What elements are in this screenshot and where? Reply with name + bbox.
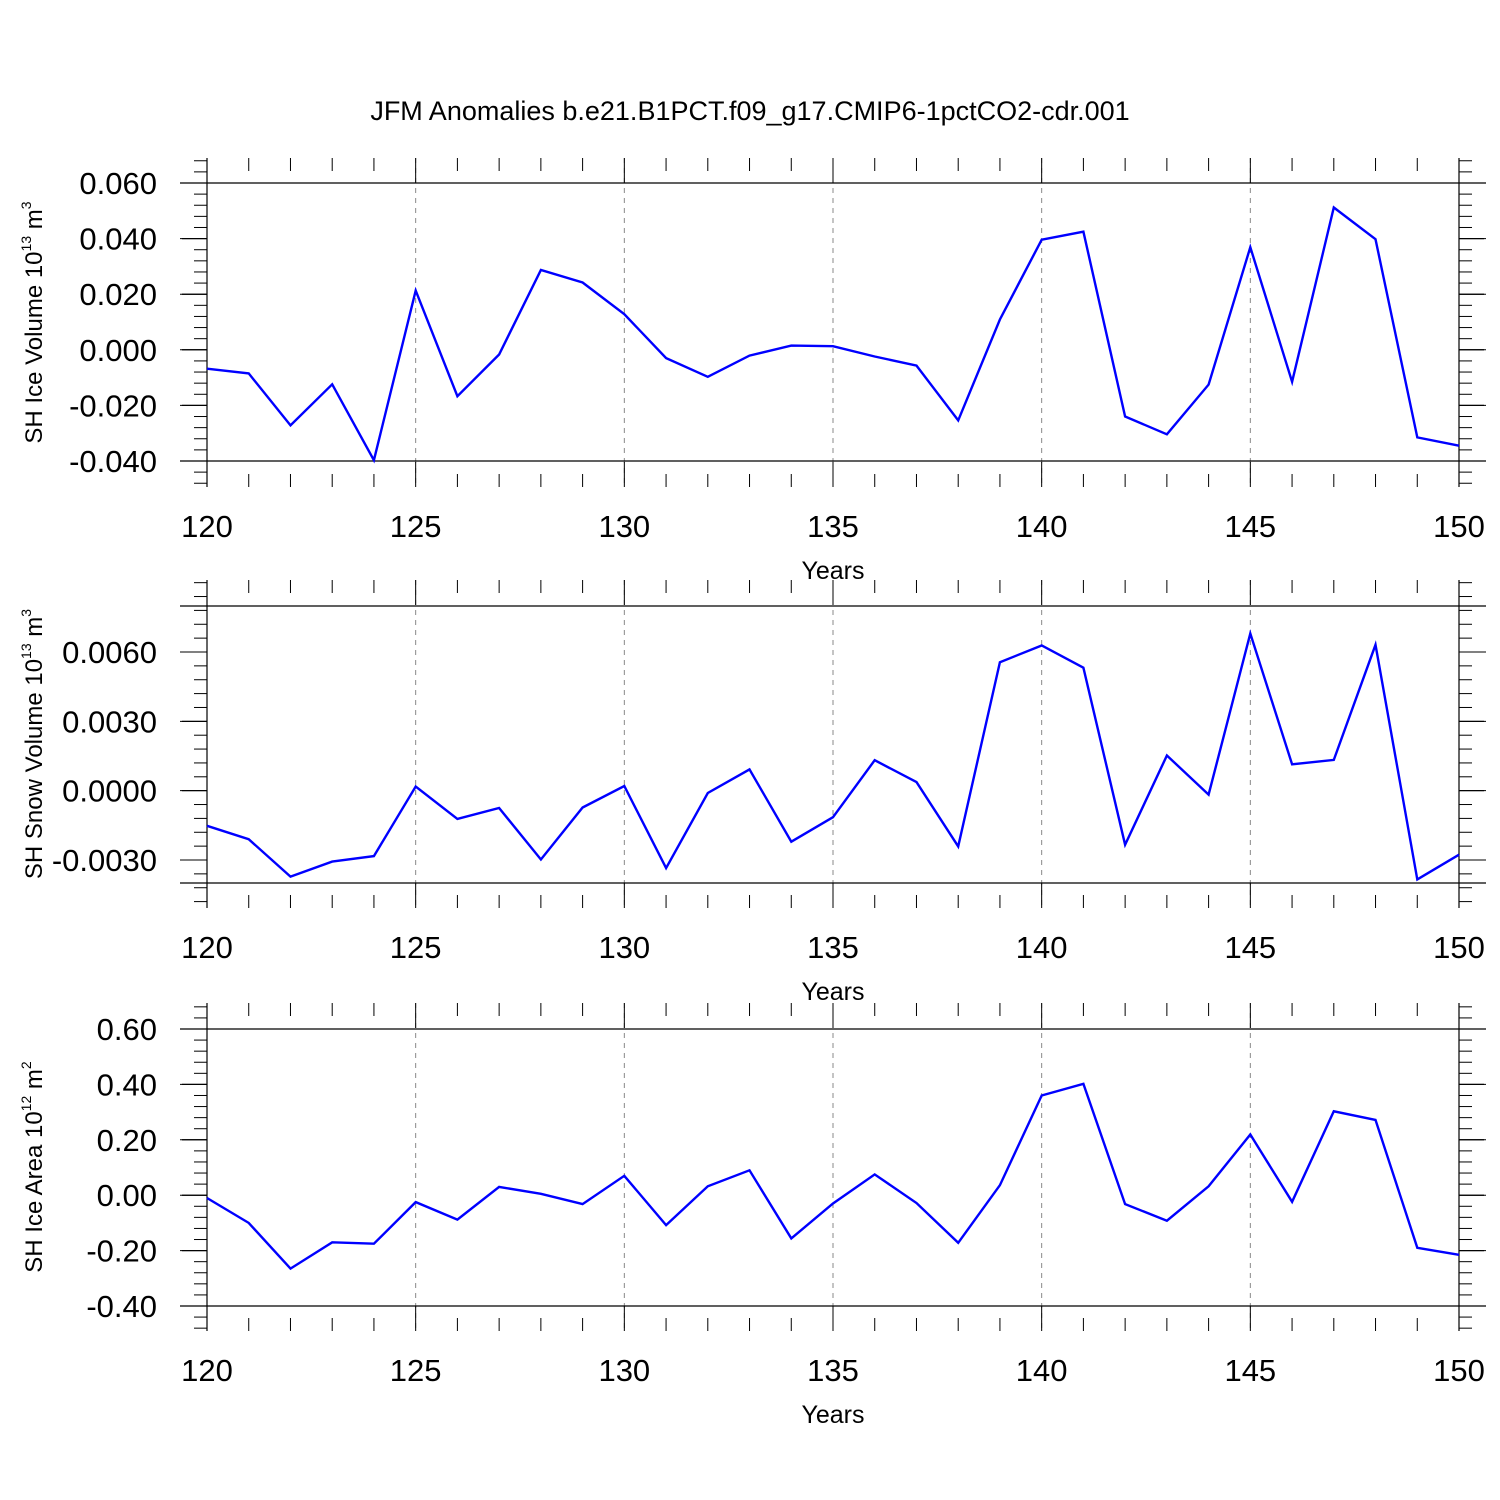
y-tick-label: 0.00 xyxy=(97,1178,157,1213)
y-axis-title-text: SH Ice Volume 10 xyxy=(21,251,48,443)
x-tick-label: 145 xyxy=(1224,930,1276,965)
chart-panels: -0.040 -0.020 0.000 0.020 0.040 0.060 120 125 13… xyxy=(18,158,1486,1429)
y-axis-title-unit: m xyxy=(21,209,48,236)
x-tick-label: 120 xyxy=(181,509,233,544)
y-tick-label: 0.40 xyxy=(97,1067,157,1102)
y-tick-label: 0.040 xyxy=(79,222,157,257)
y-axis-title: SH Ice Volume 1013 m3 xyxy=(18,201,48,443)
x-tick-label: 140 xyxy=(1016,509,1068,544)
panel-2: -0.0030 0.0000 0.0030 0.0060 120 125 130 135 140… xyxy=(18,580,1486,1006)
y-tick-label: -0.020 xyxy=(69,388,157,423)
x-tick-label: 125 xyxy=(390,509,442,544)
y-tick-label: -0.040 xyxy=(69,444,157,479)
x-tick-label: 120 xyxy=(181,1353,233,1388)
y-axis-title: SH Ice Area 1012 m2 xyxy=(18,1061,48,1273)
x-axis-title: Years xyxy=(801,978,864,1006)
y-tick-label: -0.40 xyxy=(86,1289,157,1324)
x-tick-label: 140 xyxy=(1016,930,1068,965)
panel-1: -0.040 -0.020 0.000 0.020 0.040 0.060 120 125 13… xyxy=(18,158,1486,585)
y-axis-title-text: SH Ice Area 10 xyxy=(21,1111,48,1272)
x-tick-label: 150 xyxy=(1433,1353,1485,1388)
x-tick-label: 145 xyxy=(1224,1353,1276,1388)
y-axis-title-unit-exponent: 2 xyxy=(18,1061,34,1069)
y-tick-label: 0.020 xyxy=(79,277,157,312)
y-tick-label: 0.20 xyxy=(97,1123,157,1158)
y-axis-title: SH Snow Volume 1013 m3 xyxy=(18,609,48,879)
x-tick-label: 135 xyxy=(807,1353,859,1388)
y-axis-title-unit: m xyxy=(21,617,48,644)
series-line xyxy=(206,205,1460,464)
x-tick-label: 130 xyxy=(598,509,650,544)
x-tick-label: 125 xyxy=(390,1353,442,1388)
y-axis-title-exponent: 13 xyxy=(18,643,34,659)
y-tick-label: 0.0000 xyxy=(62,774,157,809)
x-tick-label: 135 xyxy=(807,509,859,544)
y-axis-title-text: SH Snow Volume 10 xyxy=(21,659,48,879)
y-axis-title-exponent: 12 xyxy=(18,1096,34,1112)
y-tick-label: 0.060 xyxy=(79,166,157,201)
y-axis-title-unit-exponent: 3 xyxy=(18,201,34,209)
y-axis-title-exponent: 13 xyxy=(18,236,34,252)
x-tick-label: 145 xyxy=(1224,509,1276,544)
x-axis-title: Years xyxy=(801,1401,864,1429)
y-tick-label: 0.60 xyxy=(97,1012,157,1047)
chart-title: JFM Anomalies b.e21.B1PCT.f09_g17.CMIP6-… xyxy=(370,96,1129,126)
x-tick-label: 125 xyxy=(390,930,442,965)
y-tick-label: 0.000 xyxy=(79,333,157,368)
panel-3: -0.40 -0.20 0.00 0.20 0.40 0.60 120 125 130 135 14… xyxy=(18,1003,1486,1429)
x-tick-label: 130 xyxy=(598,1353,650,1388)
y-tick-label: -0.20 xyxy=(86,1234,157,1269)
series-line xyxy=(206,629,1460,882)
x-tick-label: 150 xyxy=(1433,509,1485,544)
y-tick-label: -0.0030 xyxy=(52,843,157,878)
x-tick-label: 120 xyxy=(181,930,233,965)
y-tick-label: 0.0060 xyxy=(62,635,157,670)
x-tick-label: 140 xyxy=(1016,1353,1068,1388)
y-tick-label: 0.0030 xyxy=(62,704,157,739)
y-axis-title-unit-exponent: 3 xyxy=(18,609,34,617)
x-tick-label: 135 xyxy=(807,930,859,965)
series-line xyxy=(206,1082,1460,1271)
x-tick-label: 150 xyxy=(1433,930,1485,965)
y-axis-title-unit: m xyxy=(21,1069,48,1096)
x-tick-label: 130 xyxy=(598,930,650,965)
